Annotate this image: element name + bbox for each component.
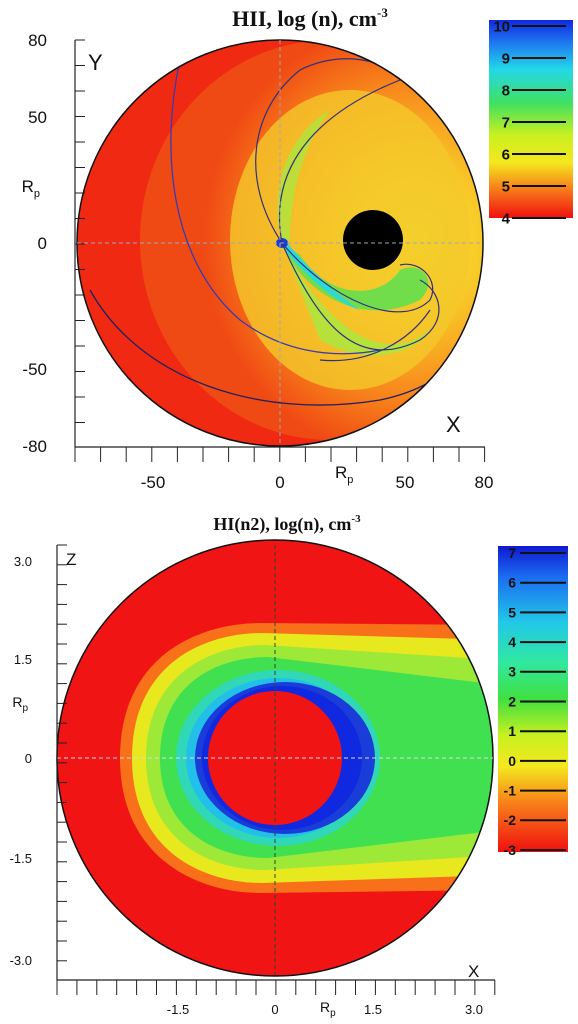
colorbar-label: 8 [502, 82, 510, 99]
x-tick-label: -1.5 [167, 1002, 189, 1017]
colorbar-ticks: 7 6 5 4 3 2 1 0 -1 -2 -3 [504, 545, 566, 858]
x-axis-name: X [446, 412, 461, 437]
x-tick-label: 3.0 [465, 1002, 483, 1017]
x-tick-label: 0 [275, 473, 284, 492]
colorbar-label: 6 [508, 575, 516, 591]
y-axis-name: Y [88, 50, 103, 75]
y-unit-label: Rp [22, 177, 40, 200]
colorbar [498, 546, 568, 852]
x-unit-label: Rp [335, 463, 353, 486]
plot-title: HII, log (n), cm-3 [232, 5, 388, 31]
z-tick-label: -3.0 [10, 953, 32, 968]
hii-density-plot: HII, log (n), cm-3 80 50 0 -50 -80 Rp [22, 5, 573, 492]
x-tick-label: -50 [141, 473, 166, 492]
colorbar-label: -1 [504, 783, 517, 799]
x-axis-ticks [56, 980, 496, 995]
x-tick-label: 1.5 [364, 1002, 382, 1017]
colorbar-label: 4 [508, 634, 516, 650]
z-tick-label: -1.5 [10, 851, 32, 866]
hi-n2-density-plot: HI(n2), log(n), cm-3 3.0 1.5 0 -1.5 -3.0… [10, 513, 568, 1019]
x-tick-label: 80 [475, 473, 494, 492]
z-tick-label: 1.5 [14, 652, 32, 667]
x-axis-name: X [468, 962, 479, 981]
colorbar-label: 5 [508, 604, 516, 620]
x-tick-label: 0 [271, 1002, 278, 1017]
colorbar-label: -3 [504, 842, 517, 858]
planet-disk [343, 210, 403, 270]
hii-density-panel: HII, log (n), cm-3 80 50 0 -50 -80 Rp [0, 0, 578, 505]
colorbar-label: -2 [504, 812, 517, 828]
colorbar-label: 3 [508, 664, 516, 680]
colorbar-label: 7 [508, 545, 516, 561]
x-axis-ticks [74, 447, 486, 462]
colorbar-label: 1 [508, 723, 516, 739]
colorbar-label: 9 [502, 50, 510, 67]
y-tick-label: -50 [22, 360, 47, 379]
z-axis-name: Z [66, 550, 76, 569]
plot-title: HI(n2), log(n), cm-3 [213, 513, 361, 535]
colorbar-ticks: 10 9 8 7 6 5 4 [493, 18, 566, 227]
y-tick-label: 80 [28, 31, 47, 50]
y-tick-label: 50 [28, 108, 47, 127]
colorbar-label: 4 [502, 210, 511, 227]
y-axis-ticks [75, 39, 85, 423]
z-axis-ticks [57, 544, 67, 962]
colorbar-label: 2 [508, 693, 516, 709]
z-tick-label: 3.0 [14, 554, 32, 569]
x-unit-label: Rp [320, 999, 336, 1019]
hi-n2-density-panel: HI(n2), log(n), cm-3 3.0 1.5 0 -1.5 -3.0… [0, 505, 578, 1024]
colorbar-label: 7 [502, 114, 510, 131]
density-disk [77, 40, 483, 446]
colorbar-label: 5 [502, 178, 510, 195]
colorbar-label: 6 [502, 146, 510, 163]
colorbar-label: 0 [508, 753, 516, 769]
y-unit-label: Rp [12, 694, 28, 714]
colorbar-label: 10 [493, 18, 510, 35]
x-tick-label: 50 [396, 473, 415, 492]
y-tick-label: -80 [22, 437, 47, 456]
z-tick-label: 0 [25, 751, 32, 766]
y-tick-label: 0 [38, 234, 47, 253]
